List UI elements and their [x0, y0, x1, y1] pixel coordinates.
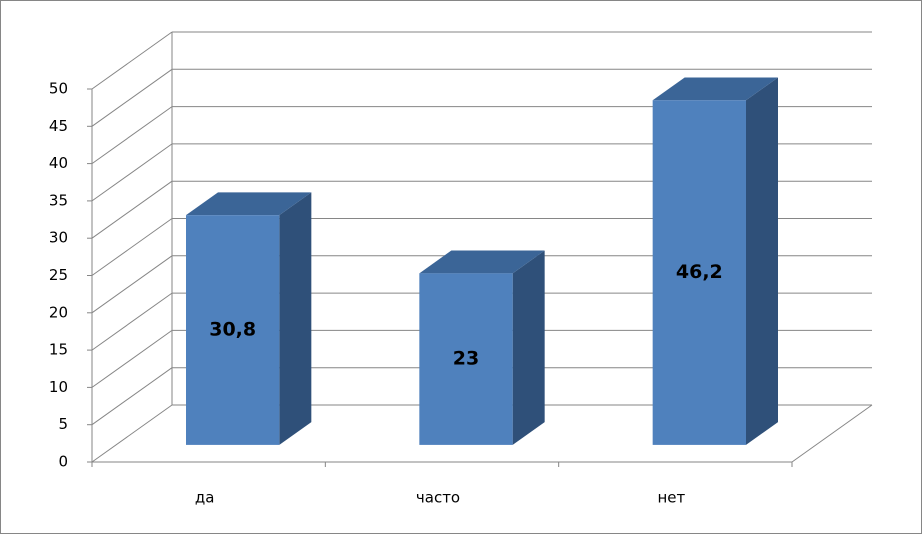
y-tick-label: 30: [49, 229, 68, 247]
bar-side: [512, 250, 545, 445]
y-tick-label: 5: [58, 415, 68, 433]
grid-line: [91, 255, 173, 314]
x-tick-label: часто: [416, 489, 460, 507]
y-tick-label: 35: [49, 191, 68, 209]
x-tick-label: нет: [657, 489, 685, 507]
bar-top: [419, 250, 545, 274]
bar-side: [279, 192, 312, 445]
grid-line: [91, 404, 173, 463]
bar: [419, 273, 513, 445]
floor-edge: [791, 404, 873, 463]
y-tick-label: 10: [49, 378, 68, 396]
grid-line: [91, 292, 173, 351]
grid-line: [91, 31, 173, 90]
grid-line: [91, 68, 173, 127]
grid-line: [91, 218, 173, 276]
bar: [186, 215, 280, 445]
y-tick-label: 50: [49, 80, 68, 98]
grid-line: [91, 180, 173, 239]
bar-top: [652, 77, 778, 101]
grid-line: [91, 329, 173, 388]
y-tick-label: 25: [49, 266, 68, 284]
y-tick-label: 40: [49, 154, 68, 172]
marks: 30,8 23 46,2: [186, 77, 778, 445]
grid-line: [91, 106, 173, 165]
bar: [652, 100, 746, 445]
y-tick-label: 15: [49, 341, 68, 359]
value-label: 46,2: [676, 261, 723, 283]
value-label: 30,8: [209, 319, 256, 341]
bar-side: [746, 77, 778, 445]
grid-line: [91, 143, 173, 202]
bar-top: [186, 192, 312, 216]
y-tick-label: 0: [58, 453, 68, 471]
y-tick-label: 20: [49, 303, 68, 321]
grid-line: [91, 367, 173, 426]
x-tick-label: да: [195, 489, 215, 507]
value-label: 23: [453, 348, 479, 370]
y-tick-label: 45: [49, 117, 68, 135]
